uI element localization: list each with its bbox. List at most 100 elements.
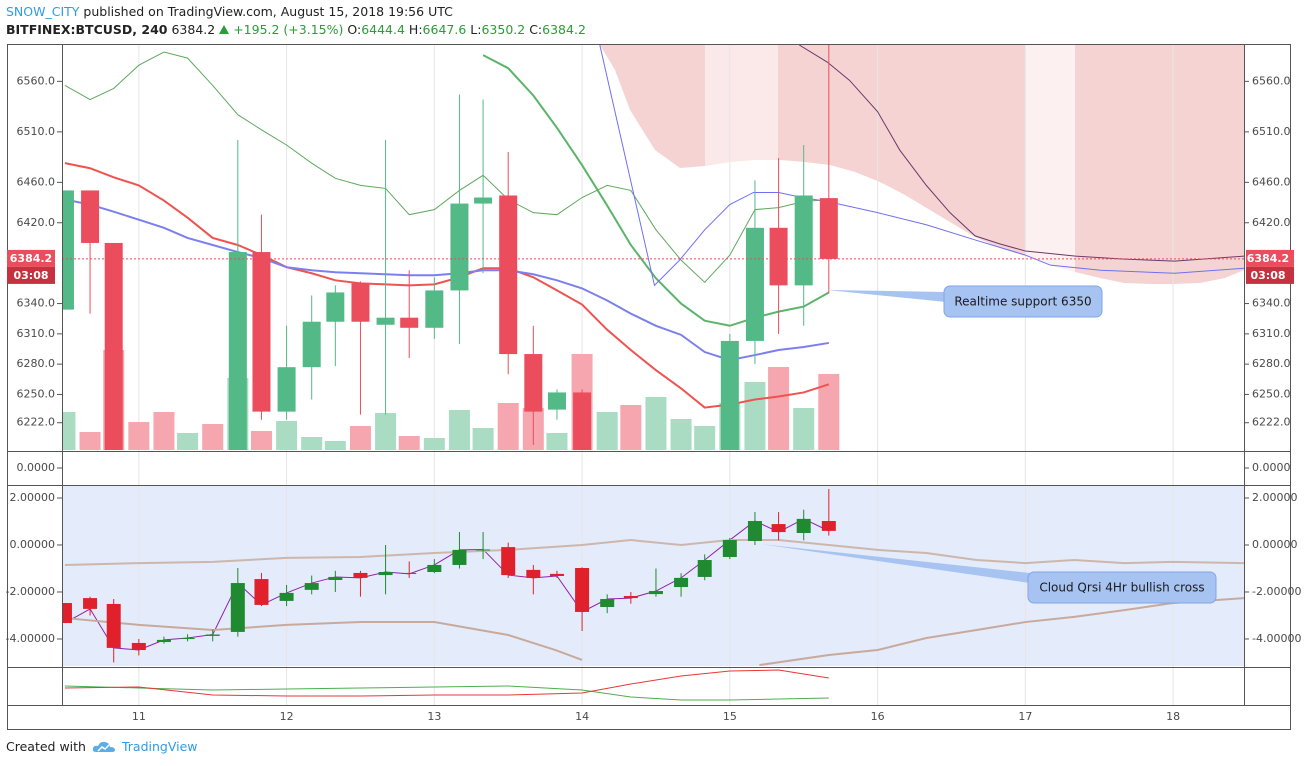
candle-body (526, 569, 541, 578)
candle-body (499, 195, 518, 355)
cloud-band (600, 45, 705, 284)
frame (7, 44, 1291, 730)
line (759, 597, 1244, 666)
y-tick-label: 0.00000 (10, 538, 56, 551)
candle-body (180, 638, 195, 640)
y-tick-label: 6310.0 (17, 327, 56, 340)
countdown-label: 03:08 (1250, 269, 1285, 282)
y-tick-label: 6420.0 (17, 216, 56, 229)
candle-body (328, 576, 343, 580)
y-tick-label: -4.00000 (6, 632, 55, 645)
candle-body (575, 568, 590, 612)
volume-bar (153, 412, 175, 450)
y-tick-label: 6340.0 (17, 297, 56, 310)
header-line: SNOW_CITY published on TradingView.com, … (6, 3, 586, 21)
line (799, 45, 1244, 262)
callout: Realtime support 6350 (827, 285, 1103, 318)
volume-bar (62, 412, 76, 450)
volume-bar (349, 426, 371, 450)
ohlc-label: C: (529, 22, 543, 37)
x-tick-label: 12 (280, 710, 294, 723)
author[interactable]: SNOW_CITY (6, 4, 80, 19)
candle-body (747, 521, 762, 541)
y-tick-label: 6560.0 (1252, 74, 1291, 87)
callout-box (943, 285, 1103, 318)
y-tick-label: 6250.0 (1252, 387, 1291, 400)
change: +195.2 (+3.15%) (233, 22, 344, 37)
y-tick-label: -2.00000 (1252, 585, 1301, 598)
brand[interactable]: TradingView (121, 739, 198, 754)
candle-body (674, 577, 689, 588)
volume-bar (79, 432, 101, 450)
ohlc-value: 6350.2 (481, 22, 526, 37)
volume-bar (497, 403, 519, 450)
line (64, 685, 829, 701)
candle-body (720, 340, 739, 450)
header-line: BITFINEX:BTCUSD, 240 6384.2 +195.2 (+3.1… (6, 21, 586, 39)
candle-body (252, 252, 271, 412)
volume-bar (177, 433, 199, 450)
candle-body (378, 572, 393, 576)
candle-body (697, 560, 712, 577)
candle-body (106, 603, 121, 648)
symbol: BITFINEX:BTCUSD, 240 (6, 22, 168, 37)
candle-body (524, 354, 543, 412)
y-tick-label: 6510.0 (17, 125, 56, 138)
callout-text: Cloud Qrsi 4Hr bullish cross (1039, 581, 1204, 595)
candle-body (402, 572, 417, 574)
last-price: 6384.2 (171, 22, 216, 37)
y-tick-label: 0.00000 (1252, 538, 1298, 551)
y-tick-label: 0.0000 (1252, 461, 1291, 474)
line (64, 51, 829, 284)
volume-bar (301, 437, 323, 450)
x-tick-label: 11 (132, 710, 146, 723)
indicator-plot (62, 489, 1244, 666)
volume-bar (250, 431, 272, 450)
ohlc-label: O: (347, 22, 362, 37)
ohlc-label: H: (408, 22, 423, 37)
x-tick-label: 14 (575, 710, 589, 723)
y-tick-label: 6222.0 (17, 416, 56, 429)
callout-box (1027, 571, 1217, 604)
volume-bar (472, 428, 494, 450)
y-tick-label: 6340.0 (1252, 297, 1291, 310)
candle-body (769, 227, 788, 286)
volume-bar (276, 421, 298, 450)
candle-body (104, 242, 123, 450)
up-arrow (219, 25, 230, 34)
y-tick-label: 6460.0 (17, 175, 56, 188)
candle-body (745, 227, 764, 341)
candle-body (573, 392, 592, 450)
y-tick-label: 6250.0 (17, 387, 56, 400)
y-tick-label: 2.00000 (10, 491, 56, 504)
callout: Cloud Qrsi 4Hr bullish cross (760, 544, 1217, 604)
volume-bar (202, 424, 224, 450)
candle-body (304, 583, 319, 590)
volume-bar (546, 433, 568, 450)
candle-body (83, 598, 98, 609)
cloud-band (778, 45, 1025, 284)
line (64, 162, 830, 409)
candle-body (353, 572, 368, 578)
candle-body (62, 603, 72, 623)
volume-bar (645, 397, 667, 450)
candle-body (400, 317, 419, 328)
price-badge-label: 6384.2 (1247, 252, 1289, 265)
candle-body (623, 595, 638, 599)
cloud-band (705, 45, 778, 284)
footer: Created with TradingView (6, 739, 198, 754)
x-tick-label: 13 (427, 710, 441, 723)
volume-bar (768, 367, 790, 450)
price-badge (7, 249, 55, 267)
volume-bar (596, 412, 618, 450)
countdown-label: 03:08 (13, 269, 48, 282)
y-tick-label: 6420.0 (1252, 216, 1291, 229)
y-tick-label: 6560.0 (17, 74, 56, 87)
published: published on TradingView.com, August 15,… (83, 4, 453, 19)
ohlc-label: L: (470, 22, 482, 37)
candle-body (156, 639, 171, 643)
candle-body (722, 540, 737, 557)
countdown-badge (1246, 266, 1294, 284)
